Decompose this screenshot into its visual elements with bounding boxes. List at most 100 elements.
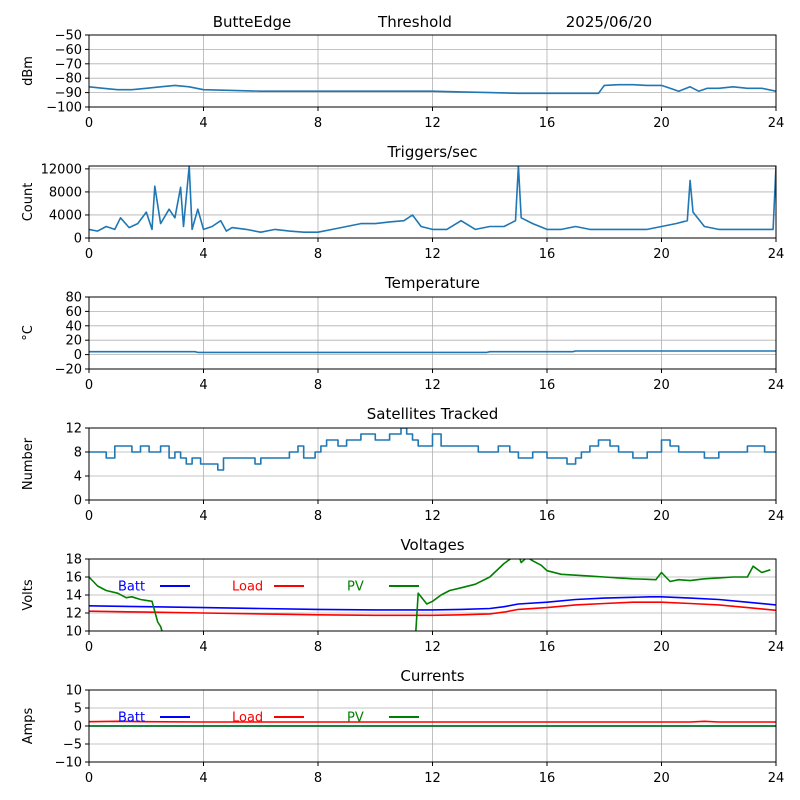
y-tick-label: 14 [65, 589, 82, 604]
y-tick-label: 60 [65, 305, 82, 320]
mode-label: Threshold [377, 13, 452, 31]
x-tick-label: 20 [653, 771, 670, 786]
x-tick-label: 16 [539, 247, 556, 262]
x-tick-label: 0 [85, 771, 93, 786]
x-tick-label: 20 [653, 378, 670, 393]
legend-label-pv: PV [347, 580, 364, 595]
chart-panel-0: 0 4 8 12 16 20 24 −100−90−80−70−60−50 dBm [21, 29, 784, 132]
y-tick-label: 80 [65, 291, 82, 306]
legend-label-batt: Batt [118, 711, 145, 726]
series-line-load [89, 720, 776, 723]
x-tick-label: 12 [424, 509, 441, 524]
y-tick-label: 40 [65, 319, 82, 334]
series-group [89, 350, 776, 354]
x-tick-label: 20 [653, 116, 670, 131]
series-line-0 [89, 166, 776, 233]
y-axis-label: Amps [21, 707, 36, 744]
series-line-0 [89, 350, 776, 354]
x-tick-label: 12 [424, 640, 441, 655]
x-tick-label: 24 [768, 116, 785, 131]
y-tick-label: 4000 [49, 208, 82, 223]
x-tick-label: 0 [85, 640, 93, 655]
legend-label-load: Load [232, 711, 263, 726]
x-tick-label: 8 [314, 509, 322, 524]
series-line-0 [89, 83, 776, 95]
x-tick-label: 0 [85, 378, 93, 393]
y-tick-label: −50 [55, 29, 82, 44]
x-tick-label: 8 [314, 378, 322, 393]
y-tick-label: 10 [65, 684, 82, 699]
panel-title: Triggers/sec [387, 143, 478, 161]
x-tick-label: 24 [768, 771, 785, 786]
x-tick-label: 4 [199, 247, 207, 262]
x-tick-label: 24 [768, 378, 785, 393]
series-group [89, 166, 776, 233]
series-line-batt [89, 596, 776, 611]
legend-label-pv: PV [347, 711, 364, 726]
y-tick-label: −5 [63, 738, 82, 753]
chart-panel-4: 0 4 8 12 16 20 24 10 12 14 16 18 Voltages Volts Batt Lo… [21, 536, 784, 655]
chart-panel-1: 0 4 8 12 16 20 24 0 4000 8000 12000 Triggers/sec Cou… [21, 143, 784, 262]
x-tick-label: 0 [85, 509, 93, 524]
panel-title: Temperature [384, 274, 480, 292]
x-tick-label: 8 [314, 247, 322, 262]
y-axis-label: dBm [21, 56, 36, 86]
y-tick-label: 12000 [41, 162, 82, 177]
x-tick-label: 24 [768, 509, 785, 524]
x-tick-label: 20 [653, 247, 670, 262]
y-axis-label: °C [21, 325, 36, 341]
y-tick-label: 12 [65, 422, 82, 437]
legend: Batt Load PV [118, 711, 419, 726]
y-tick-label: 10 [65, 625, 82, 640]
y-tick-label: −70 [55, 57, 82, 72]
header: ButteEdge Threshold 2025/06/20 [213, 13, 653, 31]
x-tick-label: 24 [768, 247, 785, 262]
x-tick-label: 8 [314, 640, 322, 655]
y-tick-label: −10 [55, 756, 82, 771]
x-tick-label: 12 [424, 378, 441, 393]
y-tick-label: 4 [74, 470, 82, 485]
y-tick-label: −80 [55, 72, 82, 87]
panel-title: Currents [400, 667, 464, 685]
x-tick-label: 0 [85, 116, 93, 131]
x-tick-label: 16 [539, 378, 556, 393]
series-group [89, 83, 776, 95]
x-tick-label: 4 [199, 771, 207, 786]
y-tick-label: 0 [74, 232, 82, 247]
x-tick-label: 0 [85, 247, 93, 262]
x-tick-label: 4 [199, 509, 207, 524]
x-tick-label: 8 [314, 116, 322, 131]
legend: Batt Load PV [118, 580, 419, 595]
y-tick-label: 8 [74, 446, 82, 461]
y-tick-label: 8000 [49, 185, 82, 200]
series-group [89, 559, 776, 631]
y-tick-label: 0 [74, 720, 82, 735]
y-tick-label: −60 [55, 43, 82, 58]
series-line-pv [89, 559, 771, 631]
y-tick-label: 0 [74, 494, 82, 509]
x-tick-label: 20 [653, 509, 670, 524]
chart-panel-3: 0 4 8 12 16 20 24 0 4 8 12 Satellites Tracked Number [21, 405, 784, 524]
chart-panel-5: 0 4 8 12 16 20 24 −10 −5 0 5 10 Currents Amps Batt Load… [21, 667, 784, 786]
panel-title: Voltages [400, 536, 464, 554]
y-tick-label: 0 [74, 348, 82, 363]
y-tick-label: 18 [65, 553, 82, 568]
grid [88, 558, 777, 632]
x-tick-label: 16 [539, 771, 556, 786]
grid [88, 296, 777, 370]
series-line-load [89, 601, 776, 617]
y-tick-label: 16 [65, 571, 82, 586]
legend-label-batt: Batt [118, 580, 145, 595]
series-line-0 [89, 428, 776, 471]
y-tick-label: −90 [55, 86, 82, 101]
x-tick-label: 12 [424, 116, 441, 131]
date-label: 2025/06/20 [566, 13, 652, 31]
x-tick-label: 12 [424, 771, 441, 786]
series-group [89, 720, 776, 727]
x-tick-label: 4 [199, 378, 207, 393]
x-tick-label: 24 [768, 640, 785, 655]
x-tick-label: 12 [424, 247, 441, 262]
legend-label-load: Load [232, 580, 263, 595]
x-tick-label: 4 [199, 640, 207, 655]
